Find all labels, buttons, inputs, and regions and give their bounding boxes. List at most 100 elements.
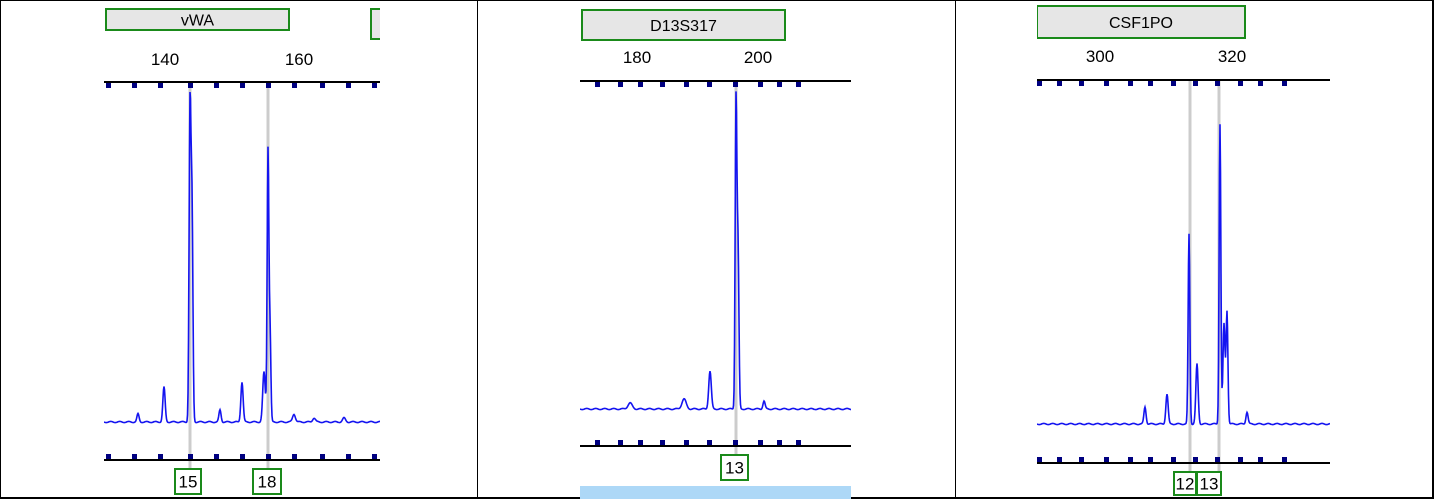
size-tick-label: 320 (1218, 47, 1246, 66)
top-axis-tick (1079, 81, 1084, 86)
top-axis-tick (733, 82, 738, 87)
top-axis-tick (1037, 81, 1042, 86)
top-axis-tick (638, 82, 643, 87)
top-axis-tick (1104, 81, 1109, 86)
top-axis-tick (1238, 81, 1243, 86)
top-axis-tick (707, 82, 712, 87)
signal-trace (104, 91, 380, 424)
signal-trace (1037, 124, 1330, 426)
top-axis-tick (1128, 81, 1133, 86)
csf1po-electropherogram: CSF1PO 300 320 12 13 (1037, 5, 1330, 496)
allele-call-box (1196, 471, 1222, 496)
size-tick-label: 140 (151, 50, 179, 69)
signal-trace (580, 91, 851, 411)
top-axis-tick (1282, 81, 1287, 86)
top-axis-tick (1171, 81, 1176, 86)
allele-call-label: 13 (1200, 475, 1219, 494)
allele-call-box (720, 454, 749, 481)
bottom-axis-tick (1037, 457, 1042, 462)
top-axis-tick (346, 83, 351, 88)
top-axis-tick (618, 82, 623, 87)
allele-call-label: 12 (1176, 475, 1195, 494)
size-tick-label: 300 (1086, 47, 1114, 66)
lower-blue-strip (580, 486, 851, 499)
bottom-axis-tick (684, 440, 689, 445)
panel-d13s317: D13S317 180 200 13 (580, 0, 851, 499)
top-axis-tick (158, 83, 163, 88)
bottom-axis-tick (796, 440, 801, 445)
marker-name-box (105, 8, 290, 31)
marker-name-label: D13S317 (650, 18, 717, 35)
top-axis-tick (758, 82, 763, 87)
top-axis-tick (320, 83, 325, 88)
frame-divider-1 (477, 0, 478, 499)
bottom-axis-tick (292, 454, 297, 459)
bottom-axis-tick (707, 440, 712, 445)
top-axis-tick (1258, 81, 1263, 86)
top-axis-tick (292, 83, 297, 88)
bottom-axis-tick (266, 454, 271, 459)
top-axis-tick (372, 83, 377, 88)
top-axis-tick (796, 82, 801, 87)
vwa-electropherogram: vWA 140 160 15 18 (104, 8, 380, 495)
frame-right (1432, 0, 1434, 499)
bottom-axis-tick (595, 440, 600, 445)
bottom-axis-tick (618, 440, 623, 445)
d13s317-electropherogram: D13S317 180 200 13 (580, 9, 851, 499)
bottom-axis-tick (1104, 457, 1109, 462)
bottom-axis-tick (758, 440, 763, 445)
bottom-axis-tick (320, 454, 325, 459)
top-axis-tick (106, 83, 111, 88)
top-axis-tick (240, 83, 245, 88)
top-axis-tick (1193, 81, 1198, 86)
allele-call-label: 15 (179, 473, 198, 492)
frame-left (0, 0, 1, 499)
bottom-axis-tick (1057, 457, 1062, 462)
top-axis-tick (266, 83, 271, 88)
bottom-axis-tick (132, 454, 137, 459)
top-axis-tick (777, 82, 782, 87)
allele-call-label: 18 (258, 473, 277, 492)
size-tick-label: 180 (623, 48, 651, 67)
bottom-axis-tick (372, 454, 377, 459)
marker-name-label: CSF1PO (1109, 15, 1173, 32)
bottom-axis-tick (1128, 457, 1133, 462)
bottom-axis-tick (660, 440, 665, 445)
bottom-axis-tick (1079, 457, 1084, 462)
bottom-axis-tick (1171, 457, 1176, 462)
bottom-axis-tick (1282, 457, 1287, 462)
bottom-axis-tick (777, 440, 782, 445)
top-axis-tick (1215, 81, 1220, 86)
marker-name-label: vWA (181, 13, 215, 30)
frame-divider-2 (955, 0, 956, 499)
top-axis-tick (684, 82, 689, 87)
top-axis-tick (660, 82, 665, 87)
bottom-axis-tick (1238, 457, 1243, 462)
marker-name-box (581, 9, 786, 41)
bottom-axis-tick (346, 454, 351, 459)
adjacent-marker-box (370, 8, 380, 40)
bottom-axis-tick (1215, 457, 1220, 462)
top-axis-tick (595, 82, 600, 87)
marker-name-box (1037, 5, 1246, 39)
bottom-axis-tick (188, 454, 193, 459)
top-axis-tick (1148, 81, 1153, 86)
allele-call-box (174, 468, 202, 495)
bottom-axis-tick (638, 440, 643, 445)
top-axis-tick (214, 83, 219, 88)
size-tick-label: 200 (744, 48, 772, 67)
frame-top (0, 0, 1434, 1)
allele-call-label: 13 (725, 459, 744, 478)
panel-vwa: vWA 140 160 15 18 (104, 0, 380, 499)
size-tick-label: 160 (285, 50, 313, 69)
top-axis-tick (132, 83, 137, 88)
bottom-axis-tick (106, 454, 111, 459)
bottom-axis-tick (1258, 457, 1263, 462)
bottom-axis-tick (1193, 457, 1198, 462)
bottom-axis-tick (158, 454, 163, 459)
bottom-axis-tick (214, 454, 219, 459)
bottom-axis-tick (1148, 457, 1153, 462)
allele-call-box (252, 468, 282, 495)
top-axis-tick (188, 83, 193, 88)
